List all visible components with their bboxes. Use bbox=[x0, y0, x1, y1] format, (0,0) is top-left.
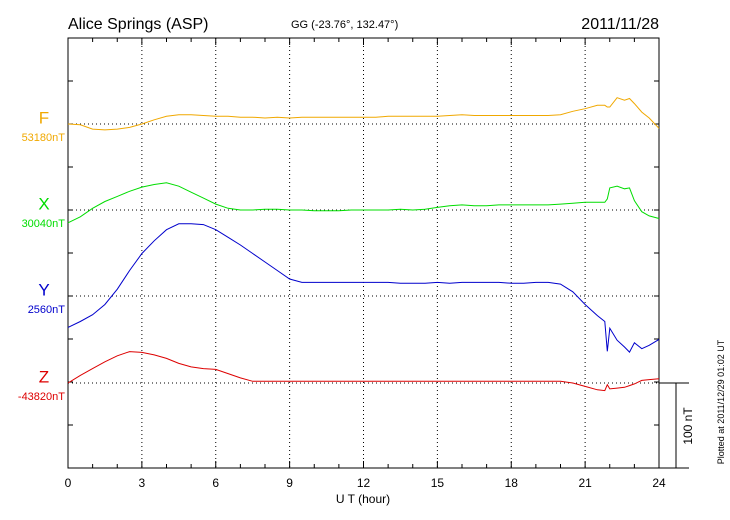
x-tick-label-18: 18 bbox=[505, 476, 519, 490]
series-baseline-x: 30040nT bbox=[22, 218, 66, 230]
series-name-z: Z bbox=[39, 368, 49, 387]
scale-bar-label: 100 nT bbox=[681, 407, 695, 445]
station-coordinates: GG (-23.76°, 132.47°) bbox=[291, 19, 398, 31]
x-tick-label-6: 6 bbox=[212, 476, 219, 490]
plotted-timestamp: Plotted at 2011/12/29 01:02 UT bbox=[716, 339, 726, 464]
series-line-y bbox=[67, 223, 660, 353]
grid-layer bbox=[141, 38, 586, 468]
station-title: Alice Springs (ASP) bbox=[68, 16, 209, 33]
scale-bar: 100 nT bbox=[659, 382, 695, 469]
x-tick-label-3: 3 bbox=[139, 476, 146, 490]
plot-date: 2011/11/28 bbox=[581, 16, 659, 33]
series-baseline-y: 2560nT bbox=[28, 304, 66, 316]
x-tick-label-21: 21 bbox=[578, 476, 592, 490]
series-layer bbox=[67, 97, 660, 392]
x-tick-label-15: 15 bbox=[431, 476, 445, 490]
series-name-x: X bbox=[38, 195, 49, 214]
series-labels: F 53180nT X 30040nT Y 2560nT Z -43820nT bbox=[18, 109, 65, 404]
series-name-y: Y bbox=[38, 281, 49, 300]
series-line-z bbox=[67, 351, 660, 392]
x-axis-label: U T (hour) bbox=[336, 492, 390, 506]
series-name-f: F bbox=[39, 109, 49, 128]
series-line-x bbox=[67, 182, 660, 224]
x-tick-label-9: 9 bbox=[286, 476, 293, 490]
x-tick-labels: 0 3 6 9 12 15 18 21 24 bbox=[65, 476, 666, 490]
x-tick-label-0: 0 bbox=[65, 476, 72, 490]
series-baseline-f: 53180nT bbox=[22, 132, 66, 144]
series-baseline-z: -43820nT bbox=[18, 391, 65, 403]
baselines-layer bbox=[68, 123, 659, 384]
x-tick-label-12: 12 bbox=[357, 476, 371, 490]
series-line-f bbox=[67, 97, 660, 131]
x-tick-label-24: 24 bbox=[652, 476, 666, 490]
